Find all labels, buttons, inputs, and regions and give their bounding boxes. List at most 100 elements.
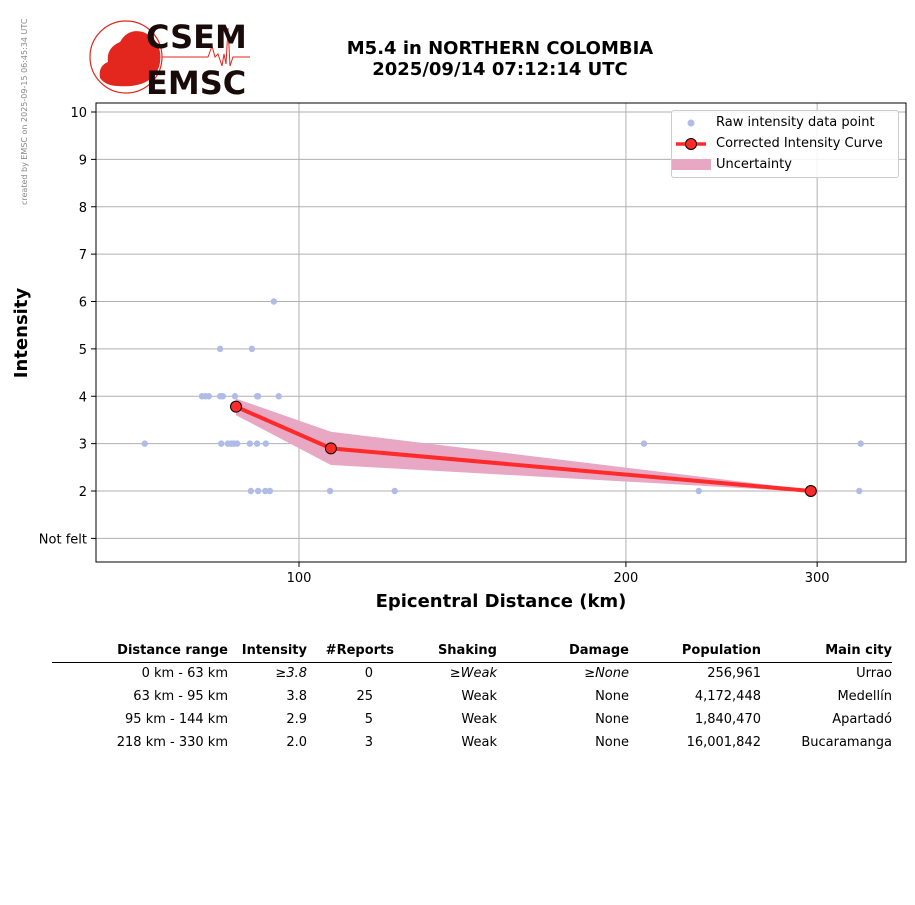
- raw-data-point: [856, 487, 863, 495]
- plot-frame: [95, 102, 907, 563]
- raw-data-point: [246, 440, 254, 447]
- table-cell: 5: [364, 712, 373, 727]
- y-tick-label: 9: [79, 153, 87, 168]
- uncertainty-band: [236, 398, 811, 492]
- y-tick-label: 2: [79, 485, 87, 500]
- table-cell: ≥None: [584, 666, 629, 681]
- table-cell: 4,172,448: [694, 689, 761, 704]
- table-cell: Urrao: [856, 666, 892, 681]
- raw-data-point: [262, 440, 269, 447]
- table-cell: Weak: [461, 735, 497, 750]
- y-tick-label: 4: [79, 390, 87, 405]
- table-row: 63 km - 95 km 3.8 25 Weak None 4,172,448 Medel…: [52, 686, 892, 709]
- raw-data-point: [218, 440, 225, 447]
- table-cell: Weak: [461, 689, 497, 704]
- legend: Raw intensity data point Corrected Inten…: [671, 110, 899, 178]
- ticks-group: 100 200 300 Not felt 2 3 4 5 6 7 8 9 10: [39, 106, 830, 586]
- y-tick-label: 7: [79, 248, 87, 263]
- table-cell: 3: [364, 735, 373, 750]
- table-cell: 25: [356, 689, 373, 704]
- x-tick-label: 300: [805, 571, 830, 586]
- raw-points-group: [141, 298, 864, 495]
- y-tick-label: 5: [79, 343, 87, 358]
- table-cell: 63 km - 95 km: [133, 689, 228, 704]
- y-axis-label: Intensity: [11, 288, 32, 379]
- raw-data-point: [233, 440, 241, 447]
- table-cell: 2.0: [286, 735, 307, 750]
- raw-data-point: [216, 345, 224, 353]
- table-cell: 95 km - 144 km: [125, 712, 228, 727]
- table-cell: 3.8: [286, 689, 307, 704]
- table-cell: Medellín: [837, 689, 892, 704]
- y-tick-label: 6: [79, 296, 87, 311]
- raw-data-point: [857, 440, 864, 447]
- table-row: 0 km - 63 km ≥3.8 0 ≥Weak ≥None 256,961 Urrao: [52, 663, 892, 687]
- table-cell: ≥Weak: [449, 666, 497, 681]
- table-cell: Apartadó: [832, 712, 892, 727]
- raw-data-point: [640, 440, 648, 447]
- table-header-cell: Main city: [761, 640, 892, 663]
- y-tick-label: 10: [70, 106, 87, 121]
- table-header-cell: Damage: [497, 640, 629, 663]
- table-header-cell: Population: [629, 640, 761, 663]
- logo-seismogram: [162, 27, 250, 67]
- table-cell: 218 km - 330 km: [116, 735, 228, 750]
- table-header-cell: Intensity: [228, 640, 307, 663]
- x-tick-label: 100: [287, 571, 312, 586]
- raw-data-point: [141, 440, 148, 447]
- logo-text-csem: CSEM: [146, 18, 247, 56]
- raw-data-point: [231, 393, 239, 400]
- curve-group: [230, 400, 817, 497]
- title-line-time: 2025/09/14 07:12:14 UTC: [372, 59, 628, 80]
- raw-data-point: [695, 487, 702, 495]
- table-cell: Bucaramanga: [801, 735, 892, 750]
- table-cell: None: [595, 712, 629, 727]
- table-header-row: Distance range Intensity #Reports Shaking Da…: [52, 640, 892, 663]
- raw-data-point: [254, 393, 262, 400]
- raw-data-point: [262, 487, 269, 495]
- title-line-event: M5.4 in NORTHERN COLOMBIA: [346, 38, 654, 59]
- intensity-chart: 100 200 300 Not felt 2 3 4 5 6 7 8 9 10 Epicentral D…: [11, 102, 907, 612]
- logo-europe-map: [99, 31, 161, 87]
- legend-band-icon: [672, 159, 711, 170]
- chart-title: M5.4 in NORTHERN COLOMBIA 2025/09/14 07:…: [300, 38, 700, 80]
- raw-data-point: [275, 393, 282, 400]
- raw-data-point: [248, 345, 256, 353]
- intensity-table: Distance range Intensity #Reports Shaking Da…: [52, 640, 892, 755]
- raw-data-point: [254, 487, 262, 495]
- y-tick-label: 8: [79, 201, 87, 216]
- table-cell: 1,840,470: [694, 712, 761, 727]
- x-tick-label: 200: [614, 571, 639, 586]
- raw-data-point: [253, 440, 261, 447]
- raw-data-point: [247, 487, 255, 495]
- curve-point: [324, 442, 337, 455]
- raw-data-point: [270, 298, 278, 305]
- emsc-logo: CSEM EMSC: [89, 18, 250, 98]
- table-cell: 0: [364, 666, 373, 681]
- legend-band-label: Uncertainty: [716, 157, 792, 172]
- table-cell: 16,001,842: [686, 735, 761, 750]
- table-cell: None: [595, 689, 629, 704]
- legend-curve-marker-icon: [685, 138, 697, 150]
- table-cell: 256,961: [707, 666, 761, 681]
- x-axis-label: Epicentral Distance (km): [376, 591, 627, 612]
- table-row: 218 km - 330 km 2.0 3 Weak None 16,001,842 Buc…: [52, 732, 892, 755]
- uncertainty-band-group: [236, 398, 811, 492]
- curve-point: [804, 485, 817, 497]
- table-cell: None: [595, 735, 629, 750]
- table-cell: 2.9: [286, 712, 307, 727]
- legend-markers: [672, 119, 711, 170]
- raw-data-point: [326, 487, 334, 495]
- curve-point: [230, 400, 243, 413]
- table-header-cell: Shaking: [394, 640, 497, 663]
- legend-raw-marker-icon: [687, 119, 695, 127]
- table-cell: Weak: [461, 712, 497, 727]
- table-row: 95 km - 144 km 2.9 5 Weak None 1,840,470 Apart…: [52, 709, 892, 732]
- raw-data-point: [219, 393, 227, 400]
- table-body: 0 km - 63 km ≥3.8 0 ≥Weak ≥None 256,961 Urrao 6…: [52, 663, 892, 756]
- table-header-cell: Distance range: [52, 640, 228, 663]
- y-tick-label: 3: [79, 438, 87, 453]
- raw-data-point: [266, 487, 274, 495]
- table-cell: ≥3.8: [275, 666, 307, 681]
